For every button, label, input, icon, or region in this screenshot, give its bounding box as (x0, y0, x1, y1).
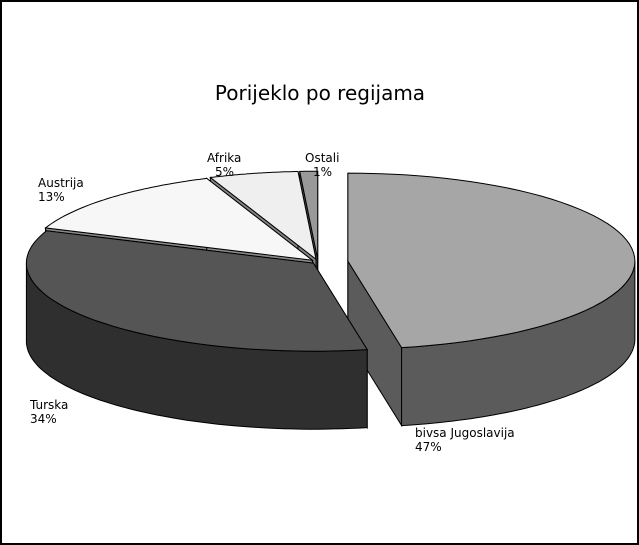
slice-top (347, 172, 636, 349)
data-label-name: Ostali (305, 151, 339, 165)
data-label-value: 1% (313, 165, 332, 179)
data-label-value: 34% (30, 412, 57, 426)
slice-top (209, 171, 317, 261)
data-label-name: Afrika (207, 151, 241, 165)
data-label-value: 13% (38, 190, 65, 204)
chart-title: Porijeklo po regijama (215, 81, 425, 105)
slice (25, 230, 369, 430)
data-label-value: 5% (215, 165, 234, 179)
data-label-name: bivsa Jugoslavija (415, 426, 515, 440)
slice-top (44, 177, 315, 261)
data-label-name: Austrija (38, 176, 84, 190)
slice-top (299, 170, 319, 260)
slice (347, 172, 636, 428)
data-label-name: Turska (29, 398, 68, 412)
slice-top (25, 230, 369, 352)
data-label-value: 47% (415, 440, 442, 454)
